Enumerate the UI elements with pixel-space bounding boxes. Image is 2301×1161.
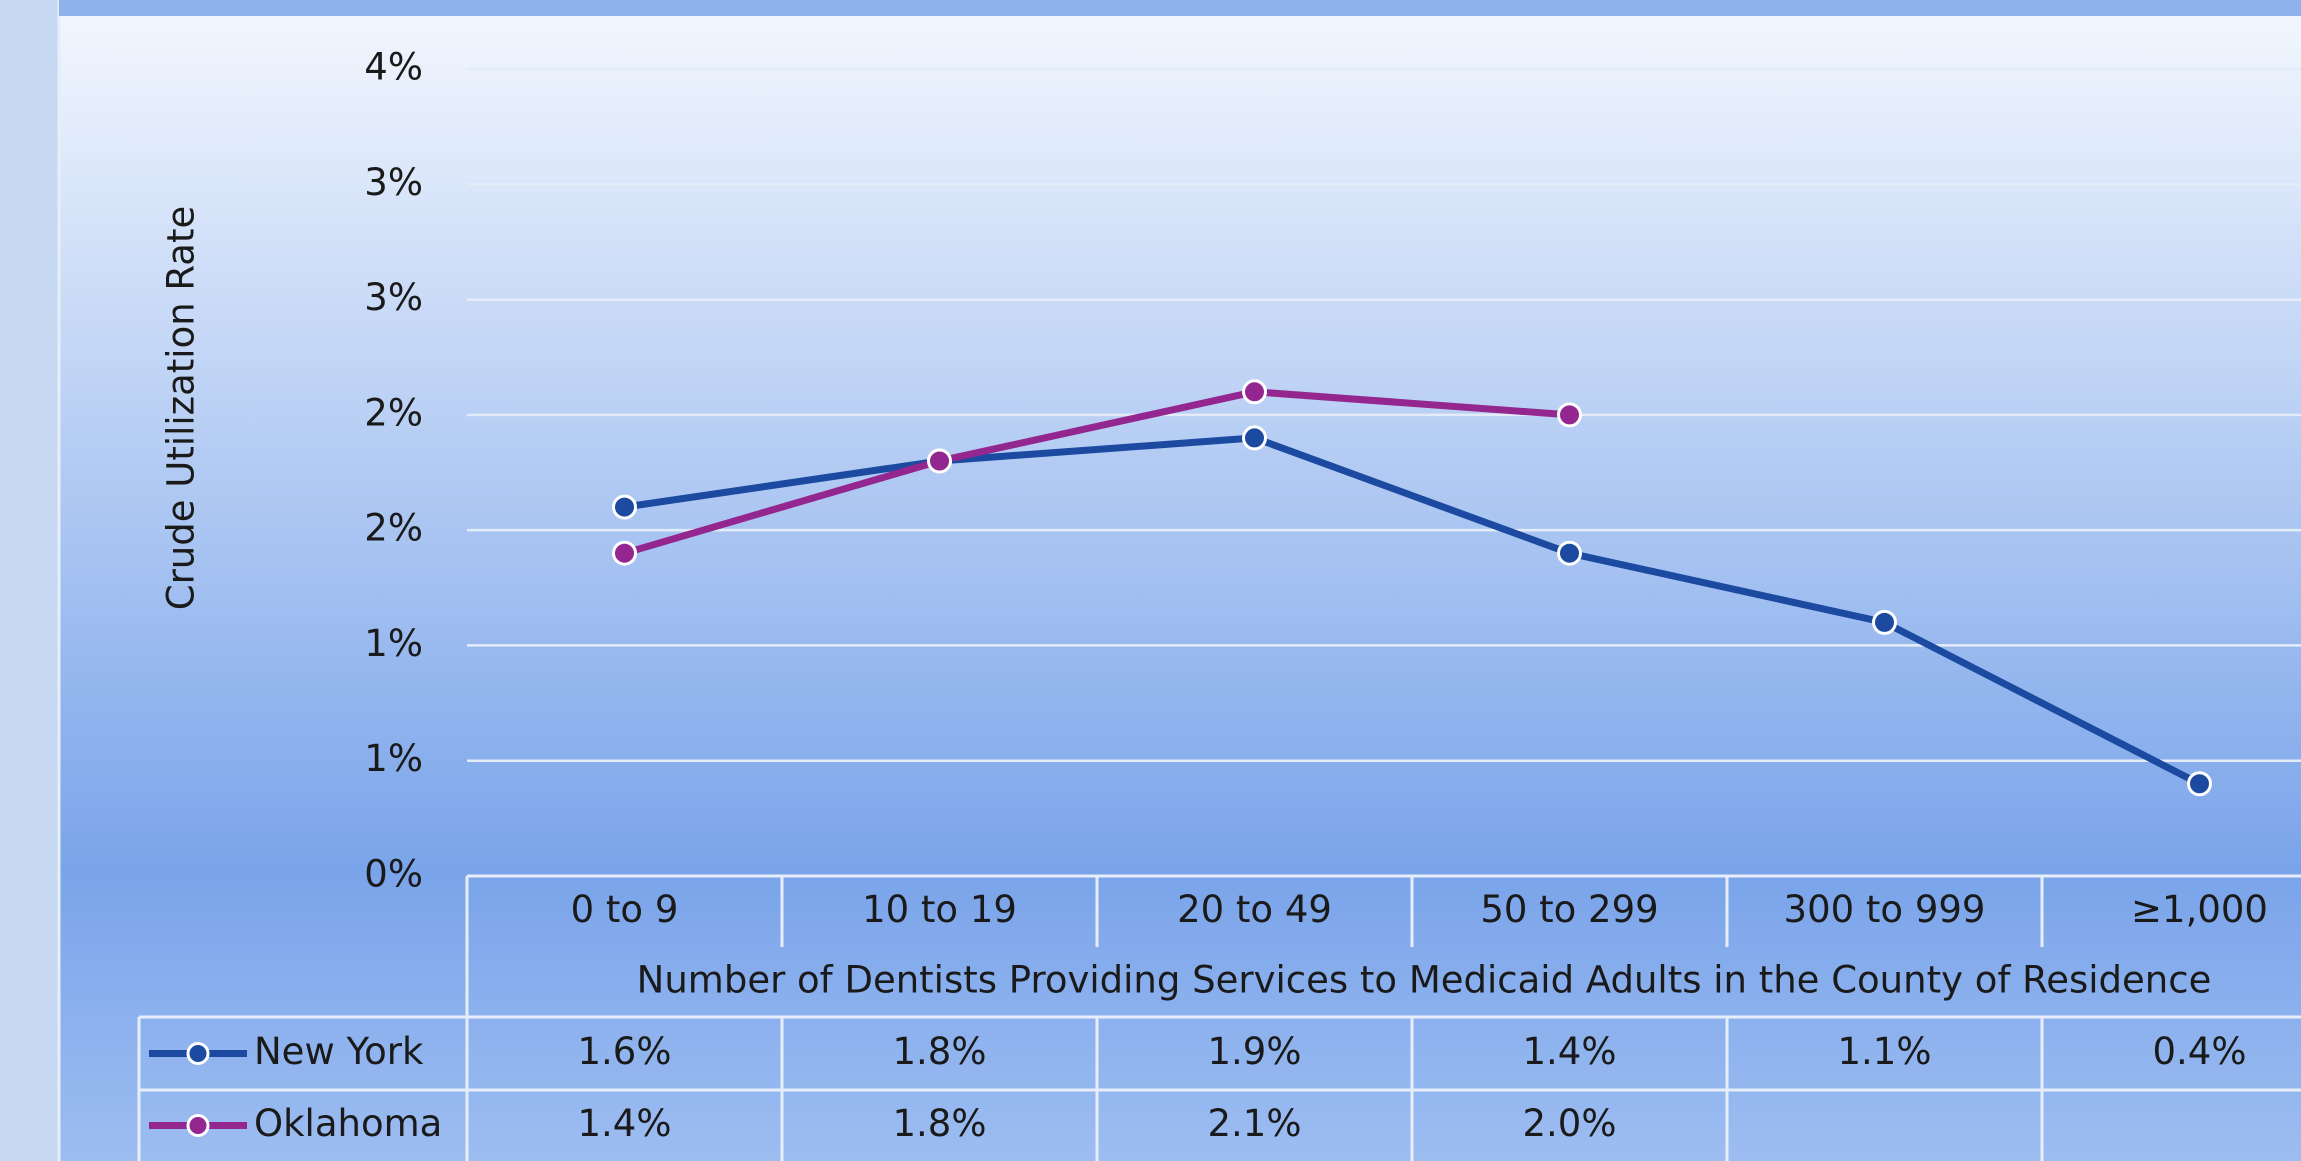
table-value: 2.0%	[1523, 1102, 1617, 1145]
marker	[1557, 402, 1582, 428]
x-tick-label: 10 to 19	[862, 888, 1017, 931]
marker	[2187, 771, 2212, 797]
y-tick-label: 2%	[364, 391, 423, 434]
y-tick-label: 0%	[364, 853, 423, 896]
series-line	[623, 434, 2202, 787]
x-tick-label: 300 to 999	[1784, 888, 1986, 931]
y-axis-title: Crude Utilization Rate	[160, 206, 203, 611]
table-value: 1.4%	[578, 1102, 672, 1145]
left-strip	[0, 0, 59, 1161]
top-bar	[59, 0, 2301, 16]
marker	[927, 448, 952, 474]
x-tick-label: ≥1,000	[2131, 888, 2268, 931]
y-tick-label: 4%	[364, 46, 423, 89]
y-tick-label: 2%	[364, 507, 423, 550]
series-line	[623, 388, 1570, 557]
legend-marker	[186, 1042, 210, 1065]
marker	[612, 540, 637, 566]
x-tick-label: 20 to 49	[1177, 888, 1332, 931]
marker	[1242, 425, 1267, 451]
y-tick-label: 1%	[364, 737, 423, 780]
marker	[1557, 540, 1582, 566]
y-tick-label: 3%	[364, 276, 423, 319]
legend-label: New York	[254, 1030, 424, 1073]
table-value: 1.8%	[893, 1030, 987, 1073]
table-value: 1.6%	[578, 1030, 672, 1073]
y-tick-label: 1%	[364, 622, 423, 665]
y-tick-label: 3%	[364, 161, 423, 204]
table-value: 2.1%	[1208, 1102, 1302, 1145]
x-tick-label: 0 to 9	[571, 888, 679, 931]
marker	[1872, 609, 1897, 635]
table-value: 0.4%	[2153, 1030, 2247, 1073]
legend-label: Oklahoma	[254, 1102, 442, 1145]
table-value: 1.1%	[1838, 1030, 1932, 1073]
x-axis-title: Number of Dentists Providing Services to…	[637, 959, 2212, 1002]
table-value: 1.8%	[893, 1102, 987, 1145]
marker	[1242, 379, 1267, 405]
x-tick-label: 50 to 299	[1480, 888, 1658, 931]
table-value: 1.4%	[1523, 1030, 1617, 1073]
legend-marker	[186, 1114, 210, 1137]
marker	[612, 494, 637, 520]
table-value: 1.9%	[1208, 1030, 1302, 1073]
